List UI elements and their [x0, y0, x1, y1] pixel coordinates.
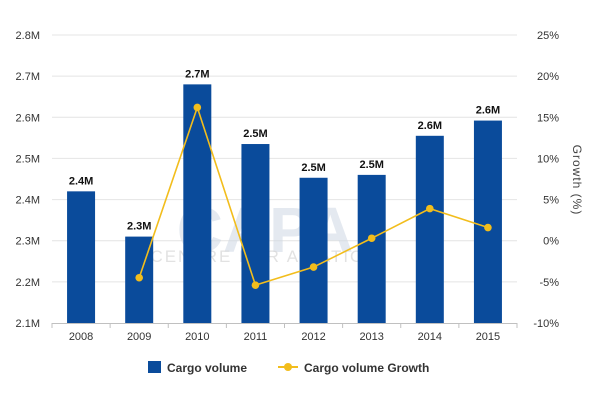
growth-point	[426, 204, 434, 213]
x-tick-label: 2013	[359, 331, 383, 343]
legend-marker-growth	[284, 363, 292, 371]
growth-point	[135, 273, 143, 282]
legend: Cargo volume Cargo volume Growth	[148, 361, 429, 375]
data-label: 2.3M	[127, 221, 151, 233]
growth-point	[309, 263, 318, 271]
right-tick-label: 15%	[537, 112, 559, 124]
x-tick-label: 2015	[476, 331, 500, 343]
x-tick-label: 2014	[418, 331, 442, 343]
right-tick-label: 0%	[543, 236, 559, 248]
legend-label-cargo-volume: Cargo volume	[167, 361, 247, 375]
data-label: 2.6M	[418, 120, 442, 132]
data-label: 2.7M	[185, 68, 209, 80]
bar	[473, 120, 502, 323]
left-tick-label: 2.3M	[16, 236, 40, 248]
legend-swatch-cargo-volume	[148, 361, 161, 373]
right-tick-label: 10%	[537, 153, 559, 165]
data-label: 2.5M	[359, 159, 383, 171]
x-axis-ticks: 2008 2009 2010 2011 2012 2013 2014 2015	[51, 323, 518, 343]
right-tick-label: 20%	[537, 71, 559, 83]
data-label: 2.5M	[243, 128, 267, 140]
bar	[357, 174, 386, 323]
left-axis-ticks: 2.1M 2.2M 2.3M 2.4M 2.5M 2.6M 2.7M 2.8M	[16, 30, 40, 330]
left-tick-label: 2.7M	[16, 71, 40, 83]
cargo-volume-bars: 2.4M 2.3M 2.7M 2.5M 2.5M 2.5M 2.6M 2.6M	[67, 68, 502, 323]
right-axis-title: Growth (%)	[570, 145, 584, 216]
right-axis-ticks: -10% -5% 0% 5% 10% 15% 20% 25%	[533, 30, 559, 330]
right-tick-label: 25%	[537, 30, 559, 42]
data-label: 2.6M	[476, 105, 500, 117]
left-tick-label: 2.1M	[16, 318, 40, 330]
bar	[241, 144, 270, 323]
growth-point	[484, 223, 492, 232]
growth-line-series	[135, 103, 492, 289]
data-label: 2.5M	[301, 162, 325, 174]
right-tick-label: -10%	[533, 318, 559, 330]
bar	[183, 84, 212, 323]
left-tick-label: 2.8M	[16, 30, 40, 42]
x-tick-label: 2008	[69, 331, 93, 343]
x-tick-label: 2012	[301, 331, 325, 343]
left-tick-label: 2.5M	[16, 153, 40, 165]
right-tick-label: 5%	[543, 195, 559, 207]
bar	[415, 135, 444, 323]
x-tick-label: 2011	[244, 331, 268, 343]
x-tick-label: 2010	[185, 331, 209, 343]
legend-item-cargo-volume[interactable]: Cargo volume	[148, 361, 247, 375]
legend-label-cargo-volume-growth: Cargo volume Growth	[304, 361, 429, 375]
growth-point	[193, 103, 202, 112]
left-tick-label: 2.6M	[16, 112, 40, 124]
legend-item-cargo-volume-growth[interactable]: Cargo volume Growth	[278, 361, 429, 375]
bar	[299, 177, 328, 323]
bar	[67, 191, 96, 323]
data-label: 2.4M	[69, 175, 93, 187]
x-tick-label: 2009	[127, 331, 151, 343]
right-tick-label: -5%	[539, 277, 559, 289]
left-tick-label: 2.2M	[16, 277, 40, 289]
left-tick-label: 2.4M	[16, 195, 40, 207]
growth-point	[367, 234, 376, 243]
growth-point	[251, 281, 260, 289]
